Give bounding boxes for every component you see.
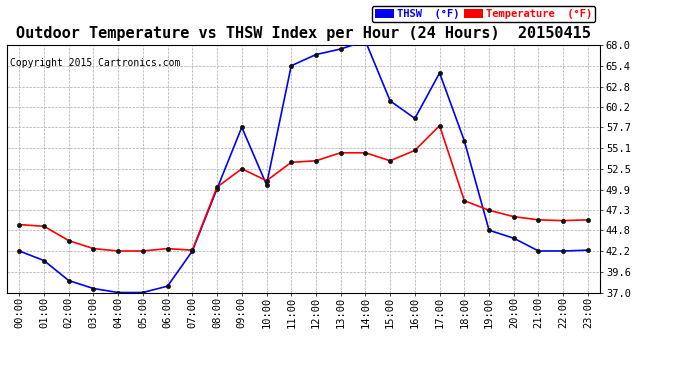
Text: Outdoor Temperature vs THSW Index per Hour (24 Hours)  20150415: Outdoor Temperature vs THSW Index per Ho… — [16, 26, 591, 41]
Legend: THSW  (°F), Temperature  (°F): THSW (°F), Temperature (°F) — [372, 6, 595, 22]
Text: Copyright 2015 Cartronics.com: Copyright 2015 Cartronics.com — [10, 58, 181, 68]
